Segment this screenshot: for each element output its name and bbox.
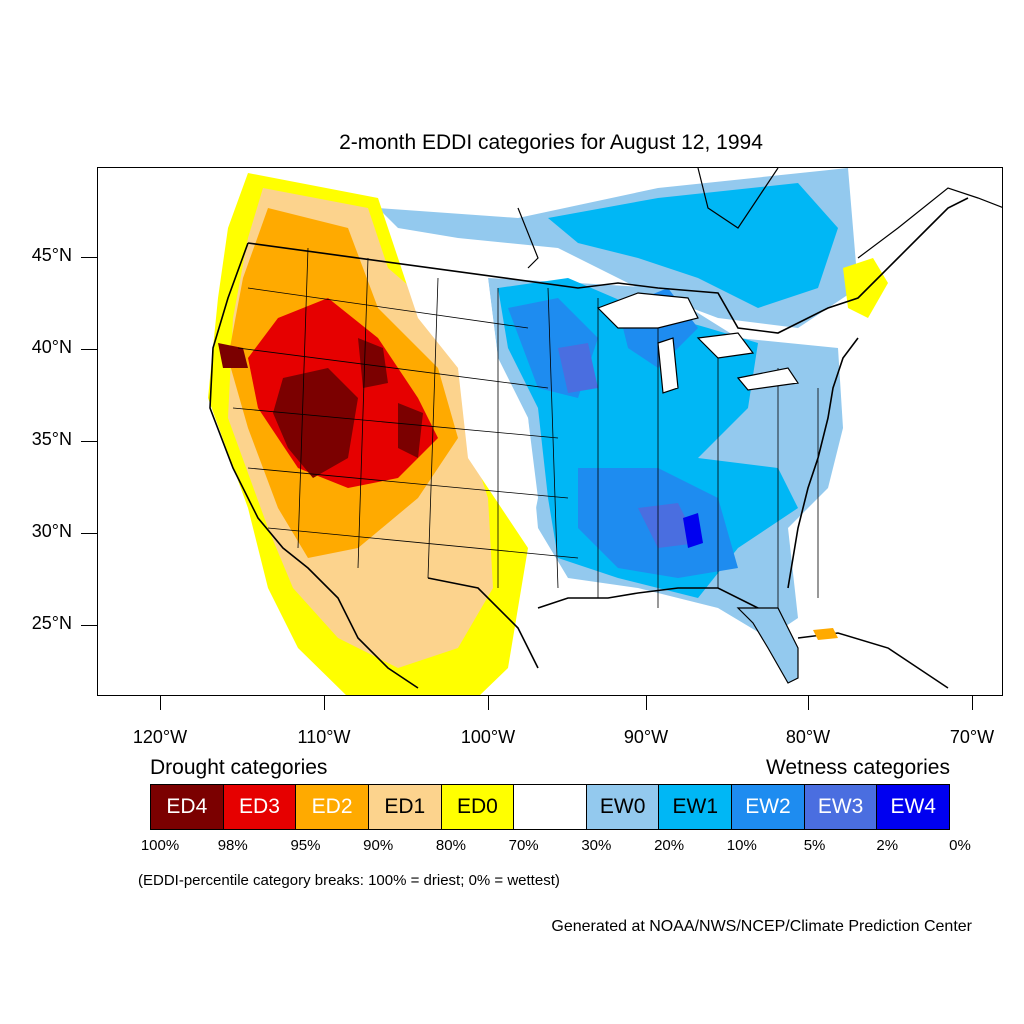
legend-box-ed1: ED1 bbox=[368, 785, 442, 829]
wetness-heading: Wetness categories bbox=[765, 756, 950, 779]
eddi-map bbox=[208, 168, 1002, 695]
central-normal-region bbox=[398, 258, 538, 548]
percentile-label: 100% bbox=[140, 837, 180, 854]
lat-label: 45°N bbox=[31, 245, 72, 265]
percentile-label: 95% bbox=[290, 837, 321, 854]
legend-box-ew2: EW2 bbox=[732, 785, 805, 829]
percentile-label: 20% bbox=[654, 837, 685, 854]
lon-tick bbox=[324, 696, 325, 710]
lat-label: 35°N bbox=[31, 429, 72, 449]
lon-label: 90°W bbox=[623, 727, 669, 747]
lat-tick bbox=[81, 625, 97, 626]
category-legend: ED4 ED3 ED2 ED1 ED0 EW0 EW1 EW2 EW3 EW4 bbox=[150, 784, 950, 830]
lon-tick bbox=[488, 696, 489, 710]
percentile-label: 2% bbox=[876, 837, 899, 854]
credit-text: Generated at NOAA/NWS/NCEP/Climate Predi… bbox=[551, 918, 972, 935]
lat-tick bbox=[81, 533, 97, 534]
lon-label: 110°W bbox=[297, 727, 351, 747]
lon-label: 70°W bbox=[949, 727, 995, 747]
lon-tick bbox=[972, 696, 973, 710]
legend-box-ed3: ED3 bbox=[223, 785, 297, 829]
legend-box-normal bbox=[514, 785, 587, 829]
legend-box-ed4: ED4 bbox=[151, 785, 224, 829]
legend-box-ew1: EW1 bbox=[659, 785, 733, 829]
east-ew3-region bbox=[558, 343, 698, 548]
lon-tick bbox=[808, 696, 809, 710]
percentile-label: 70% bbox=[508, 837, 539, 854]
lat-tick bbox=[81, 441, 97, 442]
map-title: 2-month EDDI categories for August 12, 1… bbox=[339, 131, 763, 154]
legend-note: (EDDI-percentile category breaks: 100% =… bbox=[138, 872, 560, 889]
percentile-label: 90% bbox=[363, 837, 394, 854]
percentile-label: 30% bbox=[581, 837, 612, 854]
lat-tick bbox=[81, 349, 97, 350]
east-ew4-region bbox=[683, 513, 703, 548]
lat-label: 25°N bbox=[31, 613, 72, 633]
maine-ed0-region bbox=[843, 258, 888, 318]
lat-label: 40°N bbox=[31, 337, 72, 357]
canada-ew1-region bbox=[548, 183, 838, 308]
map-panel bbox=[97, 167, 1003, 696]
percentile-label: 80% bbox=[435, 837, 466, 854]
lat-tick bbox=[81, 257, 97, 258]
legend-box-ew3: EW3 bbox=[804, 785, 878, 829]
drought-heading: Drought categories bbox=[150, 756, 328, 779]
us-outline bbox=[209, 197, 969, 689]
percentile-label: 10% bbox=[726, 837, 757, 854]
state-lines bbox=[232, 247, 819, 628]
lon-tick bbox=[646, 696, 647, 710]
west-ed4-region bbox=[218, 338, 423, 478]
percentile-label: 0% bbox=[949, 837, 971, 854]
lat-label: 30°N bbox=[31, 521, 72, 541]
percentile-label: 98% bbox=[217, 837, 248, 854]
great-lakes bbox=[596, 292, 800, 394]
lon-label: 100°W bbox=[460, 727, 516, 747]
cuba-drought bbox=[813, 628, 838, 640]
legend-box-ew0: EW0 bbox=[586, 785, 660, 829]
lon-label: 80°W bbox=[785, 727, 831, 747]
legend-box-ed2: ED2 bbox=[296, 785, 369, 829]
percentile-label: 5% bbox=[803, 837, 826, 854]
lon-tick bbox=[160, 696, 161, 710]
legend-box-ew4: EW4 bbox=[877, 785, 950, 829]
lon-label: 120°W bbox=[132, 727, 188, 747]
cuba bbox=[797, 632, 949, 689]
legend-box-ed0: ED0 bbox=[441, 785, 515, 829]
florida bbox=[736, 607, 799, 684]
canada-coast bbox=[517, 168, 1002, 269]
